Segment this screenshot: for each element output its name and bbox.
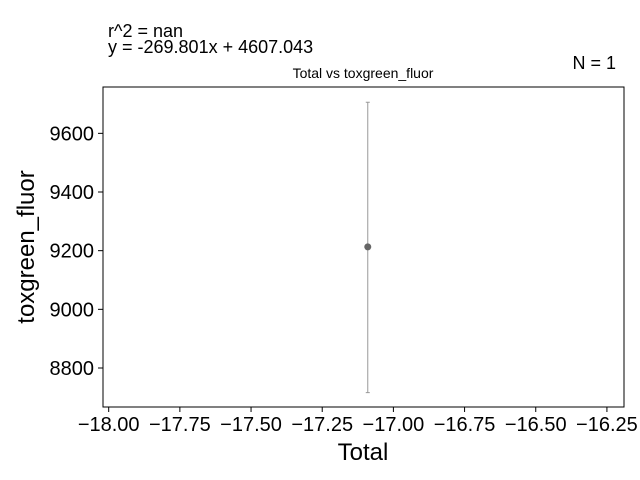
x-axis-label: Total xyxy=(338,439,389,466)
x-tick-label: −16.75 xyxy=(434,414,496,436)
r-squared-annotation: r^2 = nan xyxy=(108,21,183,41)
sample-count-annotation: N = 1 xyxy=(572,53,616,73)
regression-equation-annotation: y = -269.801x + 4607.043 xyxy=(108,37,313,57)
x-tick-label: −17.00 xyxy=(363,414,425,436)
x-tick-label: −16.50 xyxy=(505,414,567,436)
y-tick-label: 9600 xyxy=(50,123,95,145)
data-marks xyxy=(364,101,372,394)
x-tick-label: −16.25 xyxy=(576,414,638,436)
y-axis-label: toxgreen_fluor xyxy=(13,170,40,323)
plot-area-frame xyxy=(102,86,625,408)
x-tick-label: −18.00 xyxy=(78,414,140,436)
y-axis-ticks: 8800 9000 9200 9400 9600 xyxy=(50,123,103,380)
y-tick-label: 9000 xyxy=(50,299,95,321)
y-tick-label: 9200 xyxy=(50,241,95,263)
y-tick-label: 8800 xyxy=(50,358,95,380)
x-tick-label: −17.25 xyxy=(291,414,353,436)
data-point xyxy=(364,243,372,251)
y-tick-label: 9400 xyxy=(50,182,95,204)
x-axis-ticks: −18.00 −17.75 −17.50 −17.25 −17.00 −16.75 −16.… xyxy=(78,407,638,436)
x-tick-label: −17.50 xyxy=(220,414,282,436)
chart-title: Total vs toxgreen_fluor xyxy=(293,65,434,81)
x-tick-label: −17.75 xyxy=(149,414,211,436)
